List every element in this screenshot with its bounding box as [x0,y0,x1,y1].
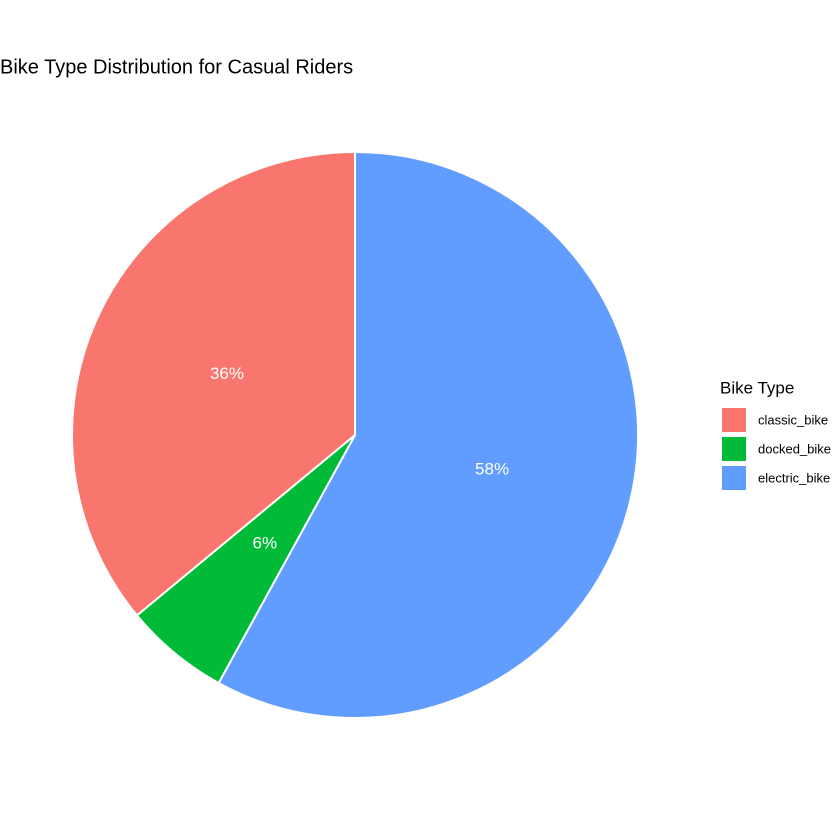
legend-key [722,437,746,461]
legend-label: docked_bike [758,441,831,456]
legend-key [722,408,746,432]
slice-label: 6% [253,534,278,553]
pie-slice [217,150,639,719]
legend-key [722,466,746,490]
legend-label: electric_bike [758,470,830,485]
pie-slice [71,150,356,617]
legend-title: Bike Type [720,378,794,397]
slice-label: 36% [210,364,244,383]
slice-label: 58% [475,460,509,479]
chart-title: Bike Type Distribution for Casual Riders [0,56,353,78]
legend-label: classic_bike [758,412,828,427]
